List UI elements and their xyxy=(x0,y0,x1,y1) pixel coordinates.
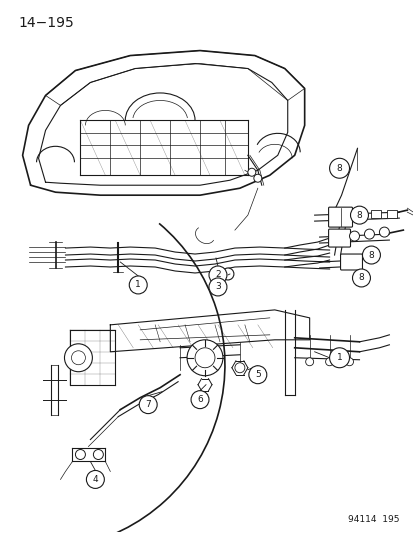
Circle shape xyxy=(75,449,85,459)
Text: 2: 2 xyxy=(215,270,220,279)
Text: 4: 4 xyxy=(93,475,98,484)
Circle shape xyxy=(248,366,266,384)
Circle shape xyxy=(253,174,261,182)
Circle shape xyxy=(139,395,157,414)
Circle shape xyxy=(351,269,370,287)
Circle shape xyxy=(93,449,103,459)
Circle shape xyxy=(345,358,353,366)
Circle shape xyxy=(187,340,223,376)
Text: 5: 5 xyxy=(254,370,260,379)
FancyBboxPatch shape xyxy=(328,229,350,247)
Text: 8: 8 xyxy=(356,211,361,220)
Text: 8: 8 xyxy=(336,164,342,173)
Text: 8: 8 xyxy=(358,273,363,282)
Circle shape xyxy=(64,344,92,372)
Circle shape xyxy=(129,276,147,294)
Circle shape xyxy=(350,206,368,224)
Circle shape xyxy=(247,168,255,176)
Circle shape xyxy=(190,391,209,409)
Text: 8: 8 xyxy=(368,251,373,260)
Circle shape xyxy=(221,268,233,280)
FancyBboxPatch shape xyxy=(328,207,351,227)
Circle shape xyxy=(71,351,85,365)
Circle shape xyxy=(195,348,214,368)
Text: 14−195: 14−195 xyxy=(19,15,74,30)
Circle shape xyxy=(329,158,349,178)
Text: 3: 3 xyxy=(215,282,220,292)
Text: 7: 7 xyxy=(145,400,151,409)
FancyBboxPatch shape xyxy=(340,254,362,270)
Bar xyxy=(387,210,396,218)
Circle shape xyxy=(305,358,313,366)
Circle shape xyxy=(363,229,373,239)
Circle shape xyxy=(325,358,333,366)
Text: 94114  195: 94114 195 xyxy=(347,515,399,524)
Circle shape xyxy=(209,278,226,296)
Circle shape xyxy=(362,246,380,264)
Text: 1: 1 xyxy=(336,353,342,362)
Text: 6: 6 xyxy=(197,395,202,404)
Text: 1: 1 xyxy=(135,280,141,289)
Bar xyxy=(354,210,363,218)
Circle shape xyxy=(234,363,244,373)
Circle shape xyxy=(86,471,104,488)
Circle shape xyxy=(378,227,389,237)
Circle shape xyxy=(209,266,226,284)
Circle shape xyxy=(349,231,358,241)
Bar xyxy=(370,210,380,218)
Circle shape xyxy=(329,348,349,368)
